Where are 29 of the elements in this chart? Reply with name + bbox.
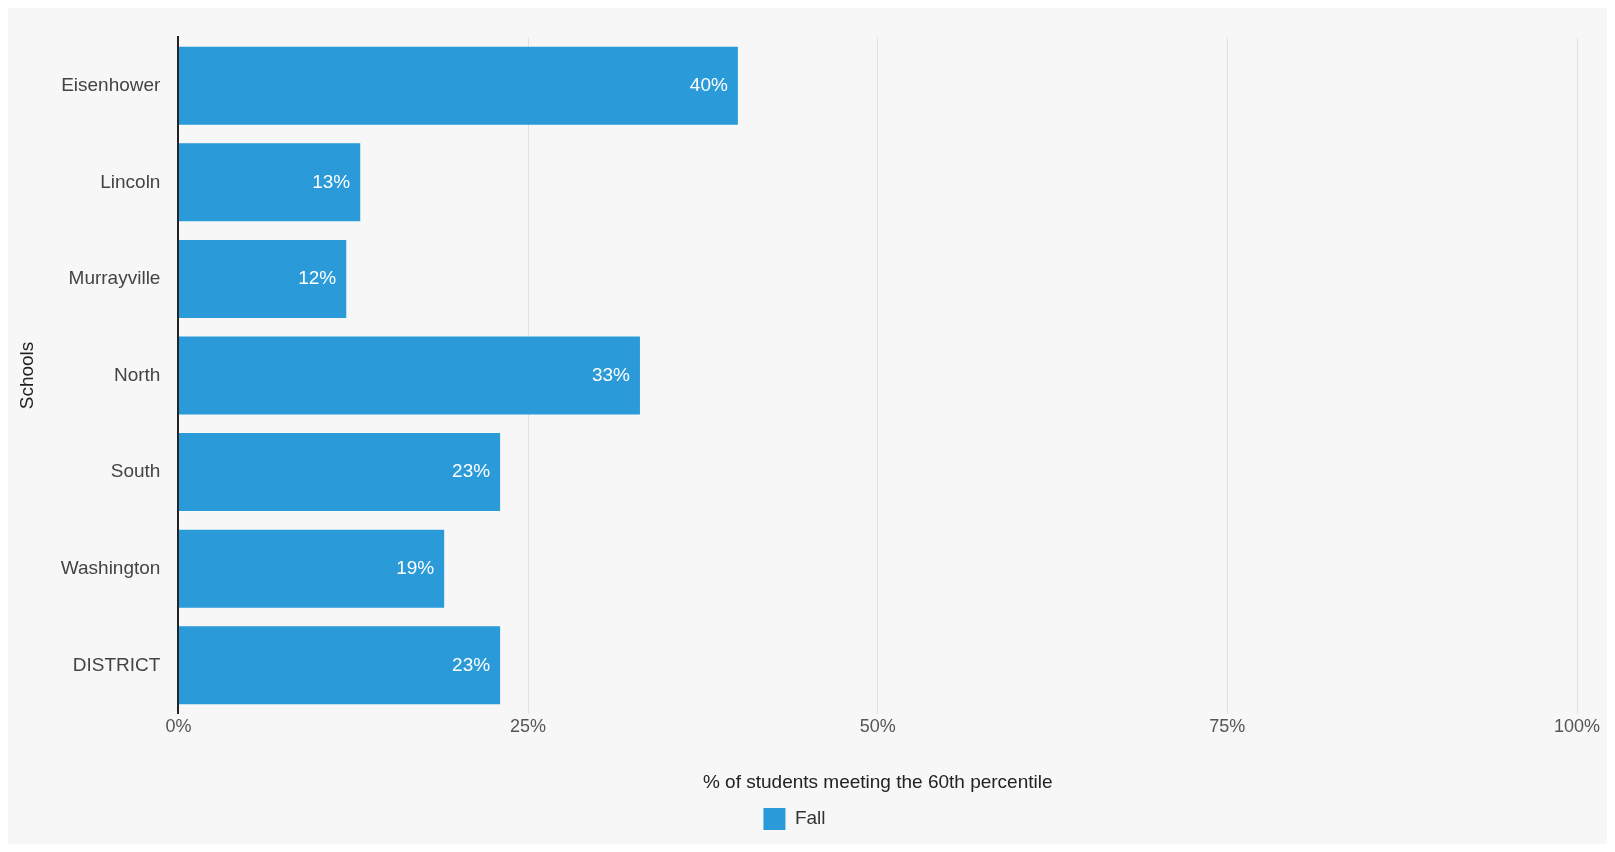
bar <box>178 46 738 125</box>
y-tick-label: Lincoln <box>100 170 161 192</box>
x-tick-label: 50% <box>859 716 896 737</box>
bar <box>178 143 361 222</box>
bar <box>178 239 347 318</box>
y-tick-label: Washington <box>60 556 161 578</box>
data-label: 19% <box>396 556 435 578</box>
y-tick-label: DISTRICT <box>72 653 161 675</box>
x-tick-label: 0% <box>165 716 192 737</box>
bar <box>178 433 501 512</box>
y-tick-label: Eisenhower <box>61 73 162 95</box>
y-tick-label: Murrayville <box>68 267 161 289</box>
y-axis-title: Schools <box>15 341 37 410</box>
data-label: 13% <box>312 170 351 192</box>
bar <box>178 529 445 608</box>
bar <box>178 336 640 415</box>
data-label: 23% <box>452 460 491 482</box>
legend-label: Fall <box>794 807 826 829</box>
x-tick-label: 75% <box>1209 716 1246 737</box>
x-tick-label: 25% <box>510 716 547 737</box>
data-label: 12% <box>298 267 337 289</box>
y-tick-label: South <box>110 460 161 482</box>
data-label: 40% <box>689 73 728 95</box>
y-tick-label: North <box>113 363 161 385</box>
x-axis-title: % of students meeting the 60th percentile <box>702 770 1053 792</box>
data-label: 23% <box>452 653 491 675</box>
x-tick-label: 100% <box>1553 716 1601 737</box>
data-label: 33% <box>591 363 631 385</box>
bar <box>178 626 501 705</box>
